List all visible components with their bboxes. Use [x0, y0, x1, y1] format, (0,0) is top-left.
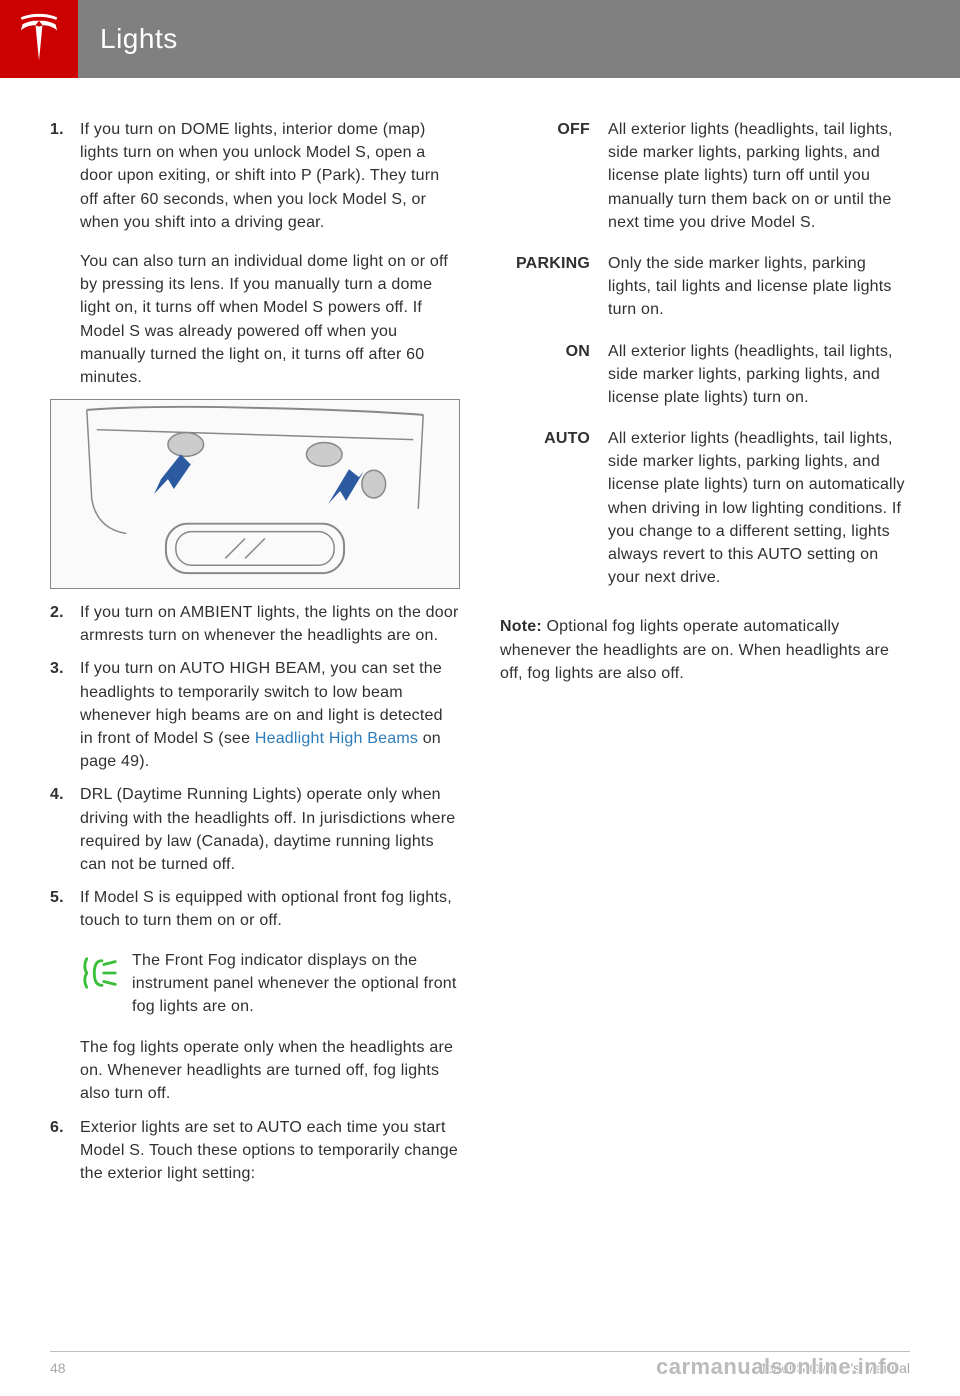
- row-label-parking: PARKING: [500, 252, 608, 322]
- list-item-3: 3. If you turn on AUTO HIGH BEAM, you ca…: [50, 657, 460, 773]
- row-desc: All exterior lights (headlights, tail li…: [608, 118, 910, 234]
- paragraph: If you turn on AUTO HIGH BEAM, you can s…: [80, 657, 460, 773]
- table-row: AUTO All exterior lights (headlights, ta…: [500, 427, 910, 589]
- tesla-logo-icon: [15, 13, 63, 65]
- row-desc: All exterior lights (headlights, tail li…: [608, 340, 910, 410]
- note-text: Optional fog lights operate automaticall…: [500, 618, 889, 681]
- list-item-1: 1. If you turn on DOME lights, interior …: [50, 118, 460, 389]
- watermark: carmanualsonline.info: [656, 1354, 900, 1380]
- table-row: PARKING Only the side marker lights, par…: [500, 252, 910, 322]
- list-number: 4.: [50, 783, 80, 876]
- list-body: DRL (Daytime Running Lights) operate onl…: [80, 783, 460, 876]
- row-desc: Only the side marker lights, parking lig…: [608, 252, 910, 322]
- list-body: If you turn on AUTO HIGH BEAM, you can s…: [80, 657, 460, 773]
- paragraph: If Model S is equipped with optional fro…: [80, 886, 460, 932]
- page-number: 48: [50, 1360, 66, 1376]
- table-row: ON All exterior lights (headlights, tail…: [500, 340, 910, 410]
- front-fog-icon: [80, 949, 120, 997]
- list-body: If you turn on DOME lights, interior dom…: [80, 118, 460, 389]
- list-body: Exterior lights are set to AUTO each tim…: [80, 1116, 460, 1186]
- page-title-box: Lights: [78, 0, 960, 78]
- list-item-2: 2. If you turn on AMBIENT lights, the li…: [50, 601, 460, 647]
- page-header: Lights: [0, 0, 960, 78]
- link-high-beams[interactable]: Headlight High Beams: [255, 730, 418, 747]
- list-item-4: 4. DRL (Daytime Running Lights) operate …: [50, 783, 460, 876]
- left-column: 1. If you turn on DOME lights, interior …: [50, 118, 460, 1195]
- paragraph: Exterior lights are set to AUTO each tim…: [80, 1116, 460, 1186]
- list-number: 2.: [50, 601, 80, 647]
- row-label-on: ON: [500, 340, 608, 410]
- tesla-logo-box: [0, 0, 78, 78]
- list-item-6: 6. Exterior lights are set to AUTO each …: [50, 1116, 460, 1186]
- dome-light-figure: [50, 399, 460, 589]
- right-column: OFF All exterior lights (headlights, tai…: [500, 118, 910, 1195]
- fog-indicator-text: The Front Fog indicator displays on the …: [132, 949, 460, 1019]
- exterior-light-table: OFF All exterior lights (headlights, tai…: [500, 118, 910, 589]
- content-area: 1. If you turn on DOME lights, interior …: [0, 78, 960, 1195]
- row-desc: All exterior lights (headlights, tail li…: [608, 427, 910, 589]
- list-body: If you turn on AMBIENT lights, the light…: [80, 601, 460, 647]
- paragraph: If you turn on DOME lights, interior dom…: [80, 118, 460, 234]
- list-number: 6.: [50, 1116, 80, 1186]
- list-body: If Model S is equipped with optional fro…: [80, 886, 460, 1106]
- paragraph: The fog lights operate only when the hea…: [80, 1036, 460, 1106]
- note-label: Note:: [500, 618, 547, 635]
- list-number: 5.: [50, 886, 80, 1106]
- page-title: Lights: [100, 23, 178, 55]
- paragraph: If you turn on AMBIENT lights, the light…: [80, 601, 460, 647]
- note-paragraph: Note: Optional fog lights operate automa…: [500, 615, 910, 685]
- table-row: OFF All exterior lights (headlights, tai…: [500, 118, 910, 234]
- list-number: 1.: [50, 118, 80, 389]
- fog-indicator-row: The Front Fog indicator displays on the …: [80, 949, 460, 1019]
- list-number: 3.: [50, 657, 80, 773]
- paragraph: You can also turn an individual dome lig…: [80, 250, 460, 389]
- list-item-5: 5. If Model S is equipped with optional …: [50, 886, 460, 1106]
- paragraph: DRL (Daytime Running Lights) operate onl…: [80, 783, 460, 876]
- row-label-off: OFF: [500, 118, 608, 234]
- row-label-auto: AUTO: [500, 427, 608, 589]
